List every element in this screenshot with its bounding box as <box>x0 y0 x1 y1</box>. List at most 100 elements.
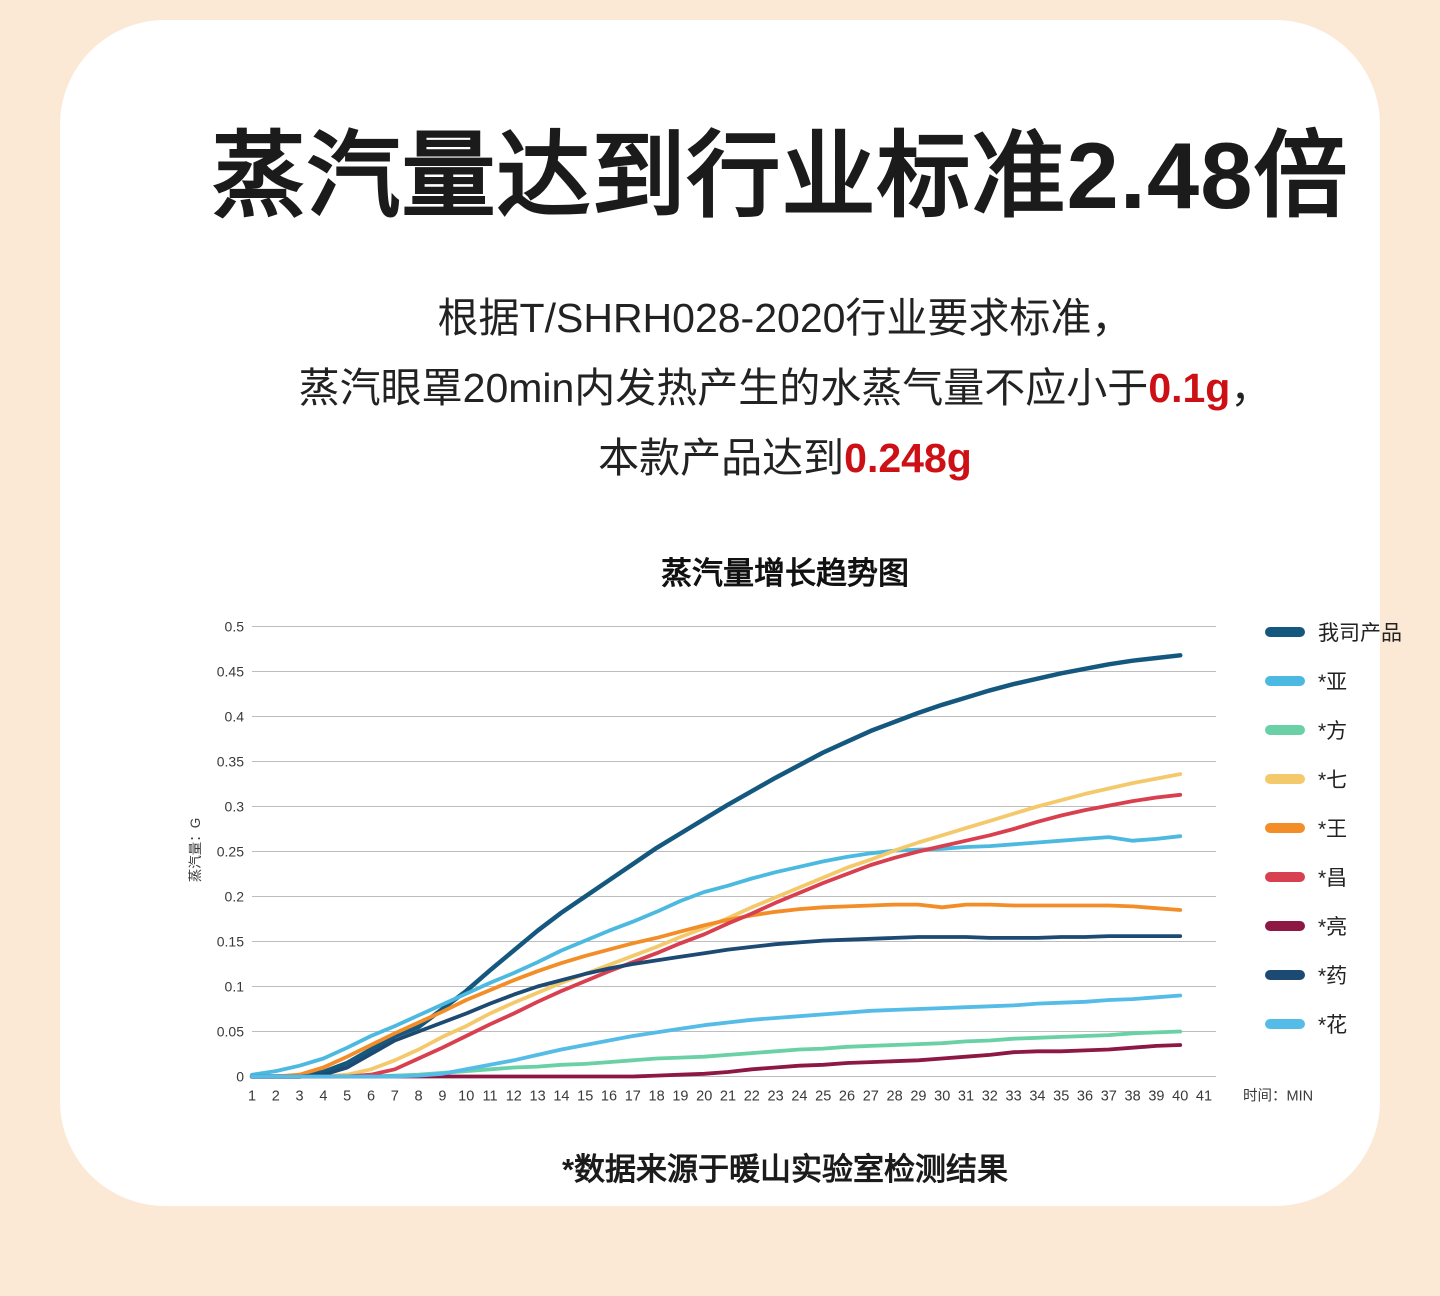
x-tick-label: 38 <box>1125 1089 1141 1105</box>
x-tick-label: 33 <box>1006 1089 1022 1105</box>
x-tick-label: 35 <box>1053 1089 1069 1105</box>
legend-item: *亮 <box>1265 911 1402 941</box>
legend-item: 我司产品 <box>1265 617 1402 647</box>
legend-swatch <box>1265 970 1305 980</box>
y-tick-label: 0.35 <box>217 754 244 770</box>
series-line-*昌 <box>250 792 1183 1079</box>
legend-label: *亮 <box>1318 916 1348 939</box>
x-tick-label: 41 <box>1196 1089 1212 1105</box>
y-tick-label: 0.15 <box>217 934 244 950</box>
x-tick-label: 4 <box>319 1089 327 1105</box>
y-tick-label: 0.5 <box>225 619 245 635</box>
x-tick-label: 30 <box>934 1089 950 1105</box>
x-tick-label: 31 <box>958 1089 974 1105</box>
legend-swatch <box>1265 774 1305 784</box>
chart-title: 蒸汽量增长趋势图 <box>661 556 909 591</box>
x-axis-title: 时间：MIN <box>1243 1088 1313 1105</box>
y-tick-label: 0.45 <box>217 664 244 680</box>
x-tick-label: 12 <box>506 1089 522 1105</box>
x-tick-label: 1 <box>248 1089 256 1105</box>
x-tick-label: 22 <box>744 1089 760 1105</box>
legend-swatch <box>1265 1019 1305 1029</box>
x-tick-label: 27 <box>863 1089 879 1105</box>
legend-swatch <box>1265 725 1305 735</box>
subtitle-line-1: 根据T/SHRH028-2020行业要求标准， <box>437 295 1133 341</box>
legend-label: *亚 <box>1318 671 1348 694</box>
y-axis-title: 蒸汽量：G <box>188 818 203 883</box>
legend-item: *七 <box>1265 764 1402 794</box>
legend-swatch <box>1265 872 1305 882</box>
legend-swatch <box>1265 627 1305 637</box>
x-tick-label: 37 <box>1101 1089 1117 1105</box>
x-tick-label: 25 <box>815 1089 831 1105</box>
x-tick-label: 17 <box>625 1089 641 1105</box>
content-card: 蒸汽量达到行业标准2.48倍 根据T/SHRH028-2020行业要求标准， 蒸… <box>60 20 1402 1206</box>
y-tick-label: 0.1 <box>225 979 245 995</box>
y-tick-label: 0 <box>236 1069 244 1085</box>
subtitle-line-2: 蒸汽眼罩20min内发热产生的水蒸气量不应小于0.1g， <box>298 365 1272 411</box>
series-line-*王 <box>250 902 1183 1079</box>
legend-item: *花 <box>1265 1009 1402 1039</box>
x-tick-label: 2 <box>272 1089 280 1105</box>
y-tick-label: 0.4 <box>225 709 245 725</box>
highlight-min-value: 0.1g <box>1148 365 1231 411</box>
x-tick-label: 29 <box>910 1089 926 1105</box>
y-tick-label: 0.05 <box>217 1024 244 1040</box>
legend-label: *花 <box>1318 1014 1348 1037</box>
legend-item: *药 <box>1265 960 1402 990</box>
x-tick-label: 5 <box>343 1089 351 1105</box>
series-line-我司产品 <box>249 653 1183 1079</box>
data-source-note: *数据来源于暖山实验室检测结果 <box>561 1152 1009 1187</box>
legend-item: *昌 <box>1265 862 1402 892</box>
subtitle-block: 根据T/SHRH028-2020行业要求标准， 蒸汽眼罩20min内发热产生的水… <box>180 283 1390 493</box>
x-tick-label: 10 <box>458 1089 474 1105</box>
x-tick-label: 18 <box>649 1089 665 1105</box>
legend-label: *昌 <box>1318 867 1348 890</box>
legend-swatch <box>1265 823 1305 833</box>
x-tick-label: 9 <box>438 1089 446 1105</box>
x-tick-label: 19 <box>672 1089 688 1105</box>
y-tick-label: 0.25 <box>217 844 244 860</box>
x-tick-label: 8 <box>415 1089 423 1105</box>
x-tick-label: 24 <box>791 1089 807 1105</box>
x-tick-label: 20 <box>696 1089 712 1105</box>
x-tick-label: 3 <box>296 1089 304 1105</box>
x-tick-label: 11 <box>482 1089 497 1105</box>
x-tick-label: 21 <box>720 1089 736 1105</box>
x-tick-label: 34 <box>1029 1089 1045 1105</box>
x-tick-label: 28 <box>887 1089 903 1105</box>
legend-item: *亚 <box>1265 666 1402 696</box>
x-tick-label: 15 <box>577 1089 593 1105</box>
y-tick-label: 0.2 <box>225 889 245 905</box>
page-title: 蒸汽量达到行业标准2.48倍 <box>211 123 1349 228</box>
chart-legend: 我司产品 *亚 *方 *七 *王 *昌 *亮 *药 *花 <box>1265 617 1402 1039</box>
trend-chart-plot: 00.050.10.150.20.250.30.350.40.450.51 2 3 4… <box>188 619 1313 1105</box>
legend-label: *七 <box>1318 769 1348 792</box>
x-tick-label: 39 <box>1148 1089 1164 1105</box>
x-tick-label: 6 <box>367 1089 375 1105</box>
series-line-*亚 <box>250 834 1183 1077</box>
series-line-*药 <box>250 934 1183 1079</box>
legend-swatch <box>1265 676 1305 686</box>
subtitle-line-3: 本款产品达到0.248g <box>598 435 972 481</box>
x-tick-label: 32 <box>982 1089 998 1105</box>
x-tick-label: 36 <box>1077 1089 1093 1105</box>
x-tick-label: 16 <box>601 1089 617 1105</box>
x-tick-label: 13 <box>530 1089 546 1105</box>
x-tick-label: 7 <box>391 1089 399 1105</box>
x-tick-label: 40 <box>1172 1089 1188 1105</box>
legend-label: *方 <box>1318 720 1348 743</box>
y-tick-label: 0.3 <box>225 799 245 815</box>
legend-label: *药 <box>1318 965 1348 988</box>
series-line-*花 <box>250 993 1183 1079</box>
x-tick-label: 23 <box>768 1089 784 1105</box>
legend-label: 我司产品 <box>1318 622 1402 645</box>
legend-item: *方 <box>1265 715 1402 745</box>
x-tick-label: 26 <box>839 1089 855 1105</box>
legend-label: *王 <box>1318 818 1348 841</box>
highlight-product-value: 0.248g <box>844 435 972 481</box>
legend-swatch <box>1265 921 1305 931</box>
x-tick-label: 14 <box>553 1089 569 1105</box>
legend-item: *王 <box>1265 813 1402 843</box>
